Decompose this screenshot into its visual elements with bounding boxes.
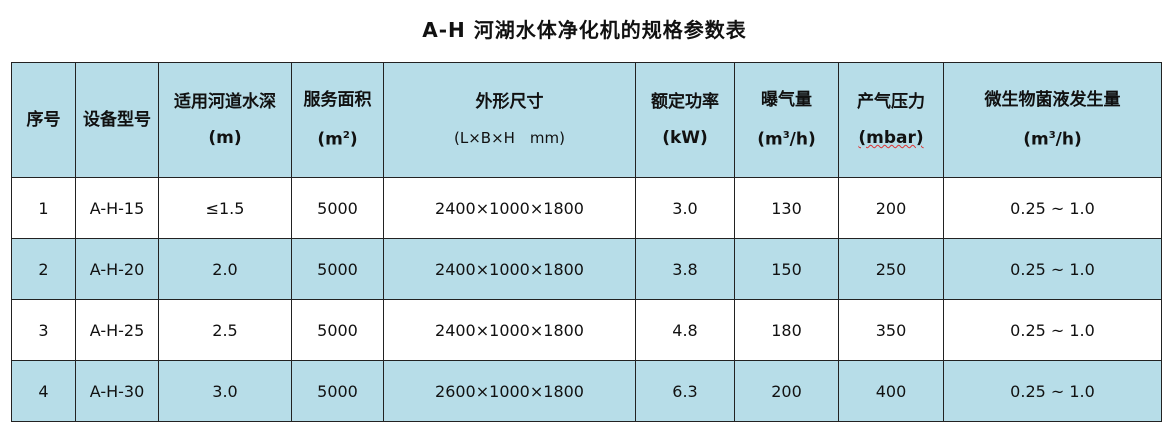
table-cell: 400 [838, 360, 944, 422]
column-label: 序号 [26, 110, 61, 130]
column-unit: (m) [208, 128, 242, 148]
column-unit: (m3/h) [757, 129, 816, 150]
column-unit: (L×B×H mm) [454, 129, 565, 147]
table-cell: A-H-25 [75, 299, 159, 361]
column-label: 产气压力 [857, 92, 925, 112]
column-unit: (m3/h) [1023, 129, 1082, 150]
table-cell: 180 [734, 299, 839, 361]
table-cell: 2.0 [158, 238, 292, 300]
table-cell: 200 [734, 360, 839, 422]
column-header: 设备型号 [75, 62, 159, 178]
table-cell: A-H-30 [75, 360, 159, 422]
table-cell: 3.8 [635, 238, 735, 300]
table-cell: 150 [734, 238, 839, 300]
table-cell: 250 [838, 238, 944, 300]
table-cell: A-H-15 [75, 177, 159, 239]
table-cell: 3.0 [635, 177, 735, 239]
table-cell: 6.3 [635, 360, 735, 422]
spec-table: 序号 设备型号 适用河道水深 (m) 服务面积 (m2) 外形尺寸 (L×B×H mm) 额定功… [11, 62, 1162, 422]
table-cell: 2400×1000×1800 [383, 299, 636, 361]
table-cell: 0.25 ~ 1.0 [943, 360, 1162, 422]
table-cell: 3 [11, 299, 76, 361]
table-cell: 2 [11, 238, 76, 300]
table-cell: 130 [734, 177, 839, 239]
table-cell: 0.25 ~ 1.0 [943, 238, 1162, 300]
column-label: 服务面积 [303, 90, 372, 111]
table-cell: 200 [838, 177, 944, 239]
table-cell: A-H-20 [75, 238, 159, 300]
table-cell: 4 [11, 360, 76, 422]
column-label: 适用河道水深 [174, 92, 276, 112]
table-cell: 4.8 [635, 299, 735, 361]
table-cell: 1 [11, 177, 76, 239]
page-title: A-H 河湖水体净化机的规格参数表 [422, 18, 747, 42]
table-cell: 2400×1000×1800 [383, 238, 636, 300]
header-row: 序号 设备型号 适用河道水深 (m) 服务面积 (m2) 外形尺寸 (L×B×H mm) 额定功… [11, 62, 1162, 178]
table-cell: 5000 [291, 238, 384, 300]
table-cell: 5000 [291, 177, 384, 239]
column-header: 适用河道水深 (m) [158, 62, 292, 178]
column-unit: (m2) [317, 129, 358, 150]
table-cell: 2600×1000×1800 [383, 360, 636, 422]
column-unit: (mbar) [858, 128, 924, 148]
table-cell: 5000 [291, 360, 384, 422]
column-label: 额定功率 [651, 92, 719, 112]
table-cell: ≤1.5 [158, 177, 292, 239]
table-row: 1 A-H-15 ≤1.5 5000 2400×1000×1800 3.0 130 200 0.… [11, 177, 1162, 239]
column-unit: (kW) [662, 128, 708, 148]
column-header: 曝气量 (m3/h) [734, 62, 839, 178]
table-cell: 5000 [291, 299, 384, 361]
column-label: 微生物菌液发生量 [984, 90, 1121, 111]
column-header: 服务面积 (m2) [291, 62, 384, 178]
column-header: 微生物菌液发生量 (m3/h) [943, 62, 1162, 178]
column-header: 外形尺寸 (L×B×H mm) [383, 62, 636, 178]
table-row: 4 A-H-30 3.0 5000 2600×1000×1800 6.3 200 400 0.2… [11, 360, 1162, 422]
column-header: 额定功率 (kW) [635, 62, 735, 178]
table-cell: 0.25 ~ 1.0 [943, 177, 1162, 239]
column-label: 曝气量 [761, 90, 812, 111]
column-header: 序号 [11, 62, 76, 178]
table-cell: 3.0 [158, 360, 292, 422]
table-cell: 2400×1000×1800 [383, 177, 636, 239]
column-header: 产气压力 (mbar) [838, 62, 944, 178]
table-cell: 350 [838, 299, 944, 361]
table-row: 2 A-H-20 2.0 5000 2400×1000×1800 3.8 150 250 0.2… [11, 238, 1162, 300]
table-row: 3 A-H-25 2.5 5000 2400×1000×1800 4.8 180 350 0.2… [11, 299, 1162, 361]
table-cell: 2.5 [158, 299, 292, 361]
column-label: 设备型号 [83, 110, 151, 130]
table-cell: 0.25 ~ 1.0 [943, 299, 1162, 361]
column-label: 外形尺寸 [475, 92, 544, 112]
